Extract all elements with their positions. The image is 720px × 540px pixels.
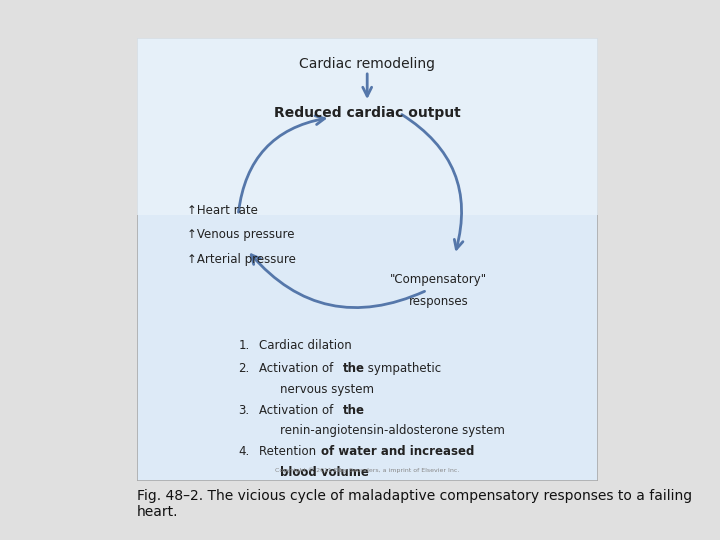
Text: ↑Arterial pressure: ↑Arterial pressure (187, 253, 297, 266)
Text: "Compensatory": "Compensatory" (390, 273, 487, 286)
Text: responses: responses (409, 295, 469, 308)
Text: of water and increased: of water and increased (321, 445, 474, 458)
Text: Activation of: Activation of (259, 362, 337, 375)
Text: the: the (343, 362, 365, 375)
Text: Activation of: Activation of (259, 403, 337, 416)
Text: nervous system: nervous system (279, 383, 374, 396)
Text: Reduced cardiac output: Reduced cardiac output (274, 106, 461, 120)
Text: Fig. 48–2. The vicious cycle of maladaptive compensatory responses to a failing
: Fig. 48–2. The vicious cycle of maladapt… (137, 489, 692, 519)
Text: Cardiac dilation: Cardiac dilation (259, 339, 351, 352)
Text: Retention: Retention (259, 445, 320, 458)
Text: sympathetic: sympathetic (364, 362, 441, 375)
Text: ↑Venous pressure: ↑Venous pressure (187, 228, 295, 241)
Text: ↑Heart rate: ↑Heart rate (187, 204, 258, 217)
Text: Copyright © 2011 Elby Saunders, a imprint of Elsevier Inc.: Copyright © 2011 Elby Saunders, a imprin… (275, 467, 459, 472)
Text: 1.: 1. (238, 339, 249, 352)
Text: renin-angiotensin-aldosterone system: renin-angiotensin-aldosterone system (279, 424, 505, 437)
Text: blood volume: blood volume (279, 466, 369, 479)
Text: 4.: 4. (238, 445, 249, 458)
Text: Cardiac remodeling: Cardiac remodeling (300, 57, 435, 71)
Text: the: the (343, 403, 365, 416)
Bar (137, 38, 598, 215)
Text: 3.: 3. (238, 403, 249, 416)
Text: 2.: 2. (238, 362, 249, 375)
